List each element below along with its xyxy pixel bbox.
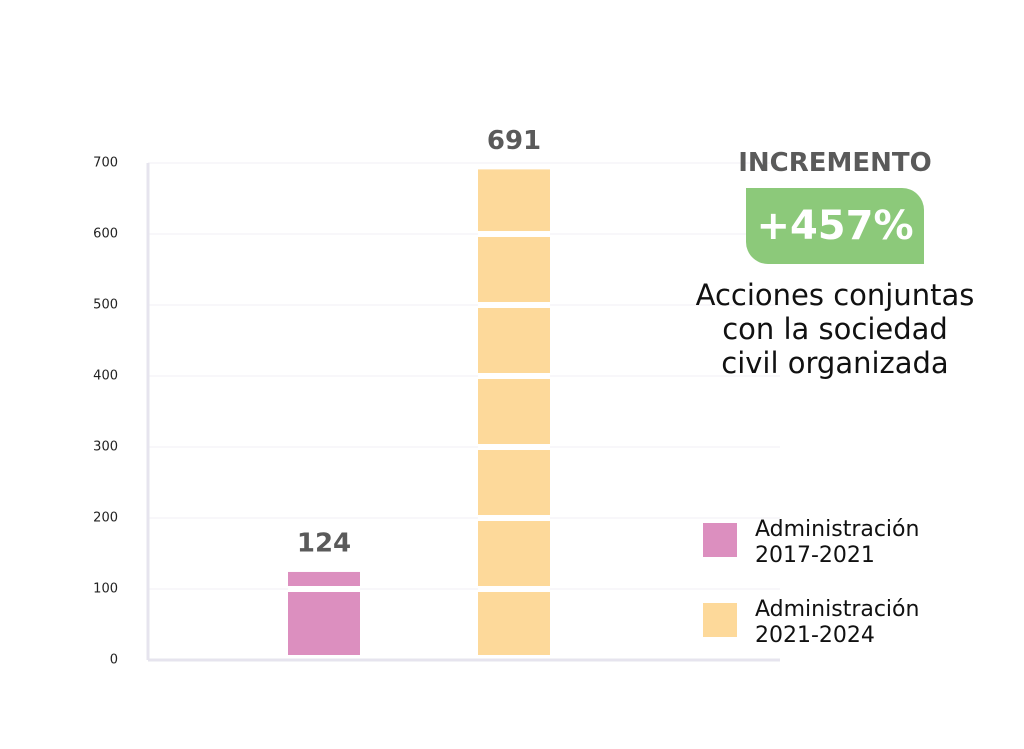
y-tick-label: 400 (93, 369, 118, 384)
segment-gap (478, 515, 550, 521)
segment-gap (478, 231, 550, 237)
y-tick-label: 500 (93, 298, 118, 313)
legend-label: Administración 2021-2024 (755, 597, 919, 648)
y-tick-label: 300 (93, 440, 118, 455)
bar (478, 169, 550, 655)
value-label: 691 (487, 126, 541, 156)
bar (288, 571, 360, 655)
annotation-description: Acciones conjuntas con la sociedad civil… (695, 278, 975, 380)
annotation-heading: INCREMENTO (738, 148, 932, 178)
y-tick-label: 0 (110, 653, 118, 668)
y-tick-label: 600 (93, 227, 118, 242)
y-tick-label: 100 (93, 582, 118, 597)
segment-gap (478, 302, 550, 308)
segment-gap (478, 586, 550, 592)
legend-swatch (703, 523, 737, 557)
annotation-badge: +457% (746, 188, 924, 264)
value-label: 124 (297, 528, 351, 558)
segment-gap (288, 586, 360, 592)
segment-gap (478, 444, 550, 450)
legend-label: Administración 2017-2021 (755, 517, 919, 568)
y-tick-label: 700 (93, 156, 118, 171)
segment-gap (478, 373, 550, 379)
y-tick-label: 200 (93, 511, 118, 526)
legend-swatch (703, 603, 737, 637)
